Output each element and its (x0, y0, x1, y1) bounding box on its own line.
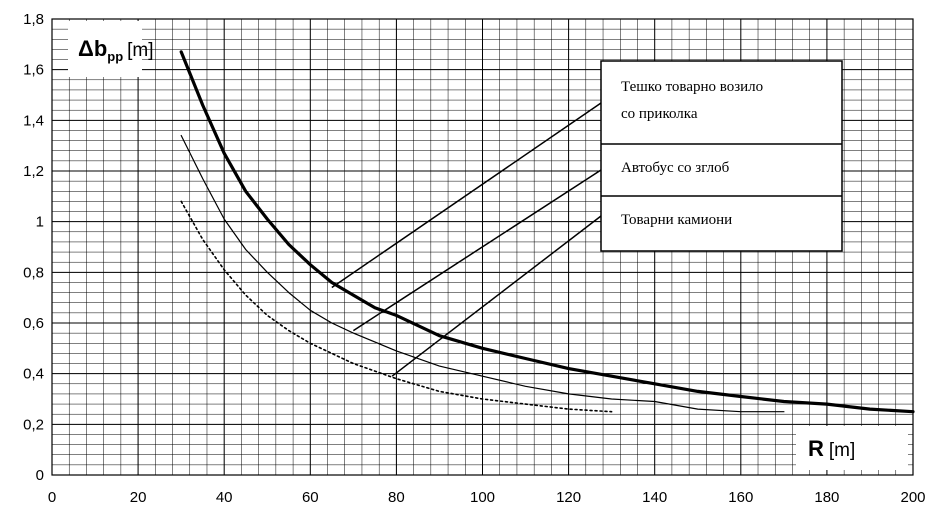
plot-frame (51, 18, 914, 476)
x-axis-label: R [m] (796, 426, 908, 470)
legend-leader-line (352, 169, 602, 332)
y-axis-label-unit: [m] (127, 40, 153, 61)
y-tick-label: 0,6 (23, 315, 44, 332)
series-line (180, 200, 613, 413)
x-tick-label: 160 (728, 489, 753, 506)
legend-leaders (331, 102, 602, 377)
legend-entry-label: Тешко товарно возило (621, 79, 763, 95)
y-tick-label: 0,8 (23, 264, 44, 281)
y-tick-label: 1 (36, 214, 44, 231)
y-tick-label: 0 (36, 467, 44, 484)
y-axis-label: Δbpp [m] (68, 21, 154, 77)
x-tick-label: 180 (814, 489, 839, 506)
x-tick-label: 40 (216, 489, 233, 506)
legend-entry-label: Товарни камиони (621, 212, 732, 228)
svg-text:Δbpp[m]: Δbpp [m] (78, 36, 154, 64)
y-tick-label: 1,4 (23, 112, 44, 129)
y-axis-label-box (68, 21, 142, 77)
legend-box (600, 60, 843, 252)
x-axis-label-main: R (808, 436, 824, 461)
x-tick-label: 20 (130, 489, 147, 506)
y-axis-label-sub: pp (107, 49, 123, 64)
x-tick-label: 120 (556, 489, 581, 506)
x-tick-label: 200 (900, 489, 925, 506)
y-tick-label: 1,8 (23, 11, 44, 28)
series-line (180, 134, 785, 413)
svg-text:R[m]: R [m] (808, 436, 855, 461)
y-axis-label-main: Δb (78, 36, 107, 61)
x-axis-label-box (796, 426, 908, 470)
legend: Тешко товарно возило со приколка Автобус… (600, 60, 843, 252)
x-tick-label: 140 (642, 489, 667, 506)
y-tick-label: 0,4 (23, 366, 44, 383)
y-tick-label: 0,2 (23, 416, 44, 433)
legend-leader-line (331, 102, 602, 289)
x-tick-label: 100 (470, 489, 495, 506)
x-axis-label-unit: [m] (829, 440, 855, 461)
x-tick-label: 80 (388, 489, 405, 506)
y-tick-label: 1,6 (23, 62, 44, 79)
tick-labels: 0 20 40 60 80 100 120 140 160 180 200 0 0,2 0,4 0,6 0,8… (23, 11, 925, 506)
x-tick-label: 60 (302, 489, 319, 506)
series-line (179, 50, 915, 414)
legend-entry-label: со приколка (621, 106, 698, 122)
legend-leader-line (391, 215, 602, 377)
x-tick-label: 0 (48, 489, 56, 506)
series-layer (179, 50, 915, 414)
y-tick-label: 1,2 (23, 163, 44, 180)
legend-entry-label: Автобус со зглоб (621, 160, 730, 176)
